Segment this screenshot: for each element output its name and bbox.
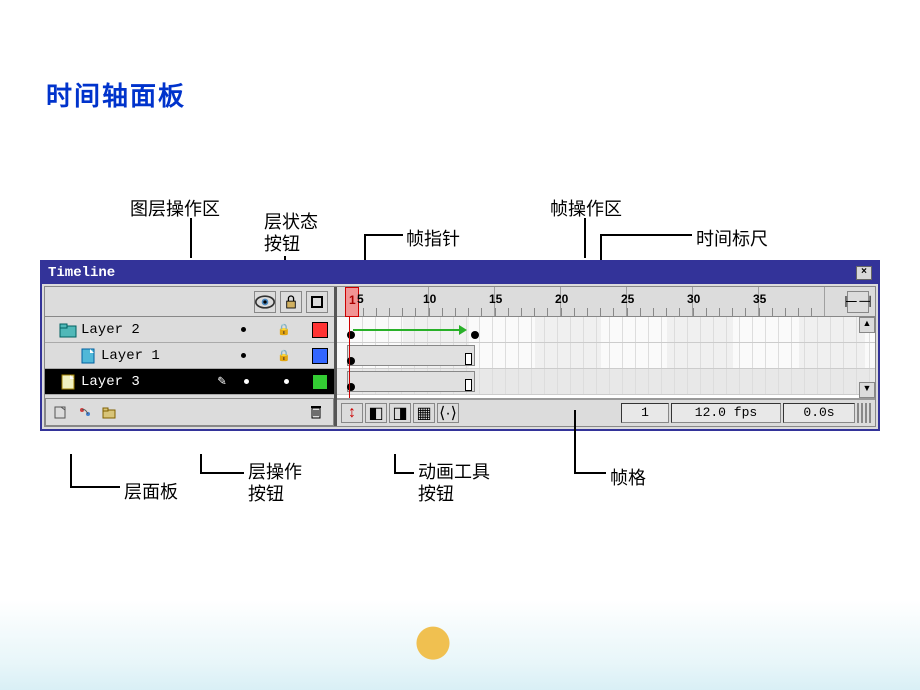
folder-icon bbox=[59, 322, 77, 338]
outline-icon[interactable] bbox=[306, 291, 328, 313]
keyframe-icon[interactable] bbox=[471, 331, 479, 339]
blank-keyframe-icon[interactable] bbox=[465, 353, 472, 365]
playhead-line bbox=[349, 317, 350, 398]
frame-row[interactable] bbox=[337, 369, 875, 395]
annot-frame-pointer: 帧指针 bbox=[406, 225, 460, 251]
annot-layer-op-btn: 层操作 按钮 bbox=[248, 462, 302, 505]
frame-row[interactable] bbox=[337, 343, 875, 369]
edit-multi-button[interactable]: ▦ bbox=[413, 403, 435, 423]
current-frame: 1 bbox=[621, 403, 669, 423]
tween-bar bbox=[353, 329, 463, 331]
lock-icon[interactable] bbox=[280, 291, 302, 313]
annot-frame-op-area: 帧操作区 bbox=[550, 195, 622, 221]
annot-anim-tool: 动画工具 按钮 bbox=[418, 462, 490, 505]
close-icon[interactable]: × bbox=[856, 266, 872, 280]
page-title: 时间轴面板 bbox=[46, 76, 186, 113]
frame-status-bar: ↕ ◧ ◨ ▦ ⟨·⟩ 1 12.0 fps 0.0s bbox=[337, 398, 875, 426]
layer-name: Layer 3 bbox=[81, 374, 210, 390]
scroll-down-icon[interactable]: ▼ bbox=[859, 382, 875, 398]
fps-display: 12.0 fps bbox=[671, 403, 781, 423]
time-ruler[interactable]: 1 5 10 15 20 25 30 35 ⊢⊣ bbox=[337, 287, 875, 317]
layer-name: Layer 1 bbox=[101, 348, 226, 364]
pencil-icon: ✎ bbox=[218, 373, 226, 390]
annot-layer-panel: 层面板 bbox=[124, 478, 178, 504]
page-icon bbox=[79, 348, 97, 364]
timeline-titlebar[interactable]: Timeline × bbox=[42, 262, 878, 284]
layer-row[interactable]: Layer 2 🔒 bbox=[45, 317, 334, 343]
rewind-button[interactable]: ↕ bbox=[341, 403, 363, 423]
time-display: 0.0s bbox=[783, 403, 855, 423]
frame-view-icon[interactable]: ⊢⊣ bbox=[847, 291, 869, 313]
onion-outline-button[interactable]: ◨ bbox=[389, 403, 411, 423]
onion-markers-button[interactable]: ⟨·⟩ bbox=[437, 403, 459, 423]
lock-icon: 🔒 bbox=[277, 323, 291, 337]
lock-icon: 🔒 bbox=[277, 349, 291, 363]
layer-header bbox=[45, 287, 334, 317]
decorative-figure bbox=[400, 620, 466, 686]
tween-arrow-icon bbox=[459, 325, 467, 335]
annot-layer-op-area: 图层操作区 bbox=[130, 195, 220, 221]
onion-skin-button[interactable]: ◧ bbox=[365, 403, 387, 423]
timeline-title-text: Timeline bbox=[48, 265, 115, 281]
add-folder-button[interactable] bbox=[98, 402, 120, 422]
frame-row[interactable] bbox=[337, 317, 875, 343]
layer-name: Layer 2 bbox=[81, 322, 226, 338]
frame-grid[interactable]: ▲ ▼ bbox=[337, 317, 875, 398]
layer-color[interactable] bbox=[312, 374, 328, 390]
blank-keyframe-icon[interactable] bbox=[465, 379, 472, 391]
frame-panel: 1 5 10 15 20 25 30 35 ⊢⊣ bbox=[337, 287, 875, 426]
layer-row[interactable]: Layer 1 🔒 bbox=[45, 343, 334, 369]
annot-frame-grid: 帧格 bbox=[610, 464, 646, 490]
frame-span bbox=[347, 371, 475, 392]
eye-icon[interactable] bbox=[254, 291, 276, 313]
add-layer-button[interactable] bbox=[50, 402, 72, 422]
page-icon bbox=[59, 374, 77, 390]
scroll-up-icon[interactable]: ▲ bbox=[859, 317, 875, 333]
frame-span bbox=[347, 345, 475, 366]
layer-panel: Layer 2 🔒 Layer 1 🔒 Layer 3 ✎ bbox=[45, 287, 337, 426]
delete-layer-button[interactable] bbox=[305, 402, 327, 422]
layer-ops-bar bbox=[45, 398, 334, 426]
layer-row[interactable]: Layer 3 ✎ bbox=[45, 369, 334, 395]
timeline-window: Timeline × Layer 2 🔒 bbox=[40, 260, 880, 431]
add-guide-button[interactable] bbox=[74, 402, 96, 422]
annot-time-ruler: 时间标尺 bbox=[696, 225, 768, 251]
annot-layer-state: 层状态 按钮 bbox=[264, 212, 318, 255]
layer-color[interactable] bbox=[312, 348, 328, 364]
layer-color[interactable] bbox=[312, 322, 328, 338]
resize-grip[interactable] bbox=[857, 403, 871, 423]
